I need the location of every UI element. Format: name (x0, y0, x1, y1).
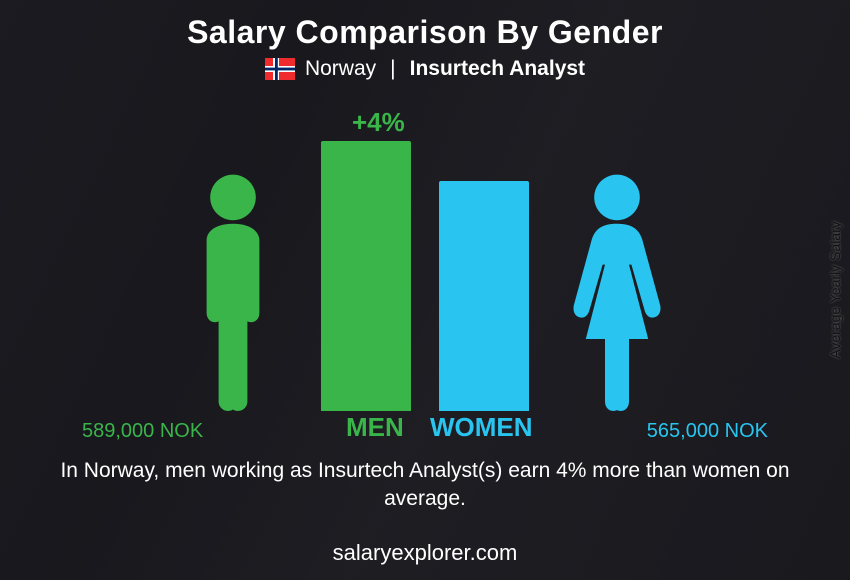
country-label: Norway (305, 57, 376, 81)
women-bar (439, 181, 529, 411)
chart-area: +4% 589,000 (0, 91, 850, 451)
flag-icon (265, 58, 295, 80)
female-icon (557, 171, 677, 411)
men-salary-value: 589,000 NOK (82, 420, 203, 443)
men-bar-col (321, 141, 411, 411)
women-bar-col (439, 181, 529, 411)
subtitle-row: Norway | Insurtech Analyst (0, 57, 850, 81)
footer-source: salaryexplorer.com (0, 540, 850, 566)
separator: | (390, 57, 395, 81)
chart-row (0, 141, 850, 411)
page-title: Salary Comparison By Gender (0, 14, 850, 51)
header: Salary Comparison By Gender Norway | Ins… (0, 0, 850, 81)
summary-text: In Norway, men working as Insurtech Anal… (0, 457, 850, 514)
men-bar (321, 141, 411, 411)
men-label: MEN (346, 412, 404, 443)
women-salary-value: 565,000 NOK (647, 420, 768, 443)
women-icon-col (557, 171, 677, 411)
male-icon (173, 171, 293, 411)
men-icon-col (173, 171, 293, 411)
pct-diff-badge: +4% (352, 107, 405, 138)
job-title: Insurtech Analyst (410, 57, 585, 81)
side-axis-label: Average Yearly Salary (827, 221, 843, 359)
side-axis: Average Yearly Salary (820, 0, 850, 580)
women-label: WOMEN (430, 412, 533, 443)
